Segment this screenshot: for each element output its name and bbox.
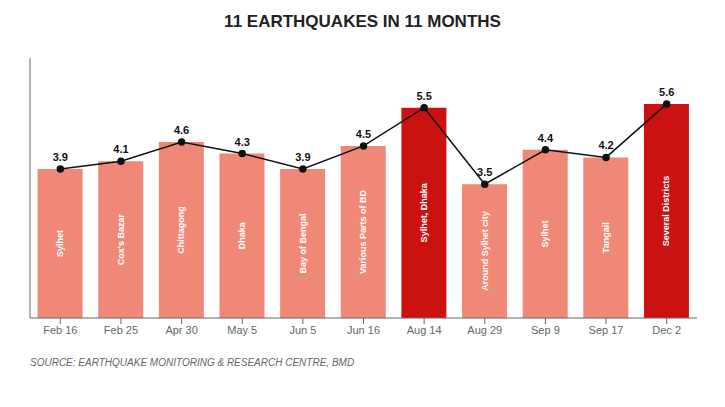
svg-text:Sep 9: Sep 9 — [531, 324, 560, 336]
svg-text:Sylhet, Dhaka: Sylhet, Dhaka — [419, 182, 429, 242]
svg-text:Feb 16: Feb 16 — [43, 324, 77, 336]
svg-text:Sep 17: Sep 17 — [589, 324, 624, 336]
svg-text:Chittagong: Chittagong — [176, 206, 186, 254]
svg-text:4.5: 4.5 — [356, 128, 371, 140]
html-text:11 EARTHQUAKES IN 11 MONTHS: 11 EARTHQUAKES IN 11 MONTHS — [224, 12, 501, 31]
svg-text:5.6: 5.6 — [659, 86, 674, 98]
svg-text:Various Parts of BD: Various Parts of BD — [358, 189, 368, 274]
svg-text:Sylhet: Sylhet — [540, 220, 550, 247]
svg-text:Aug 29: Aug 29 — [467, 324, 502, 336]
svg-text:4.1: 4.1 — [113, 143, 128, 155]
svg-text:3.9: 3.9 — [295, 151, 310, 163]
svg-text:Several Districts: Several Districts — [661, 176, 671, 247]
svg-text:4.2: 4.2 — [598, 139, 613, 151]
svg-text:5.5: 5.5 — [416, 90, 431, 102]
svg-text:3.9: 3.9 — [53, 151, 68, 163]
svg-text:Bay of Bengal: Bay of Bengal — [298, 213, 308, 273]
svg-text:4.4: 4.4 — [538, 132, 554, 144]
svg-text:Cox's Bazar: Cox's Bazar — [116, 214, 126, 266]
svg-text:4.3: 4.3 — [235, 136, 250, 148]
svg-text:Apr 30: Apr 30 — [165, 324, 197, 336]
svg-text:Dec 2: Dec 2 — [652, 324, 681, 336]
svg-text:Around Sylhet city: Around Sylhet city — [480, 211, 490, 291]
svg-text:4.6: 4.6 — [174, 124, 189, 136]
svg-text:Jun 16: Jun 16 — [347, 324, 380, 336]
svg-text:Jun 5: Jun 5 — [289, 324, 316, 336]
svg-text:Dhaka: Dhaka — [237, 221, 247, 249]
svg-text:3.5: 3.5 — [477, 166, 492, 178]
svg-text:May 5: May 5 — [227, 324, 257, 336]
svg-text:Aug 14: Aug 14 — [407, 324, 442, 336]
svg-text:Feb 25: Feb 25 — [104, 324, 138, 336]
svg-text:Tangail: Tangail — [601, 222, 611, 253]
html-text:SOURCE: EARTHQUAKE MONITORING: SOURCE: EARTHQUAKE MONITORING & RESEARCH… — [30, 357, 355, 368]
svg-text:Sylhet: Sylhet — [55, 230, 65, 257]
